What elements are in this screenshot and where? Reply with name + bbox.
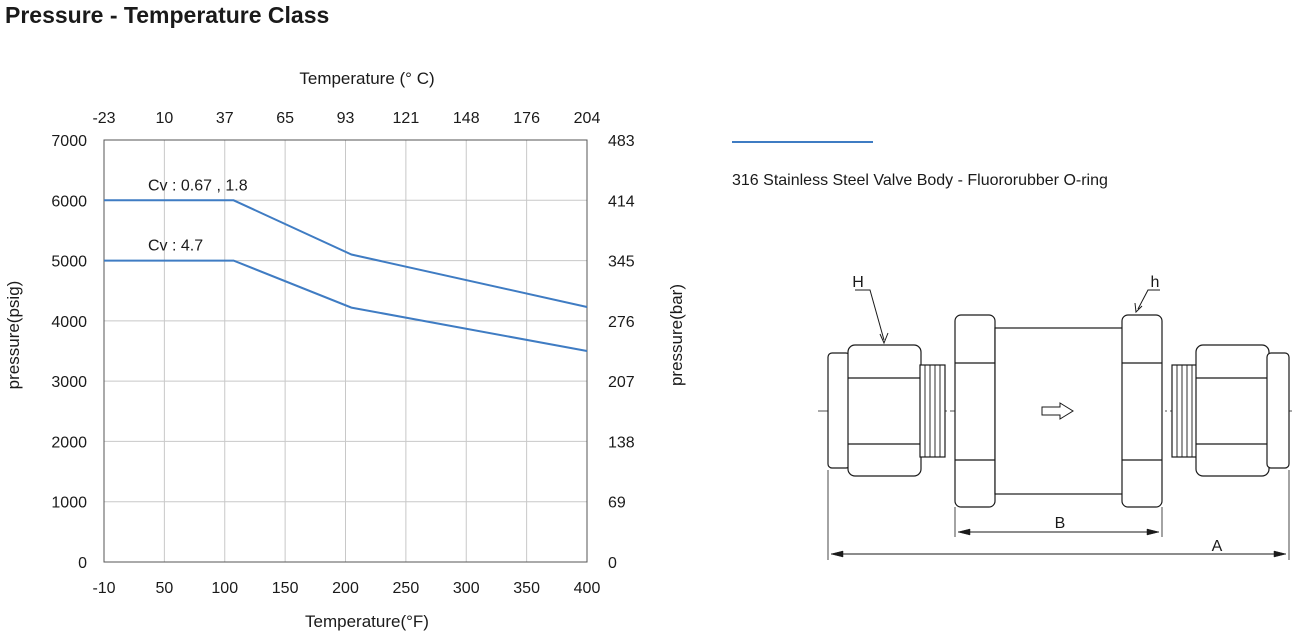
chart-series: Cv : 0.67 , 1.8 Cv : 4.7 [104, 177, 588, 352]
dimension-label-H: H [852, 274, 864, 291]
series-line-2 [104, 259, 588, 352]
x-tick-label: 100 [211, 580, 238, 597]
x-tick-label: 50 [155, 580, 173, 597]
x-axis-title: Temperature(°F) [305, 612, 429, 631]
y-tick-label: 5000 [51, 254, 87, 271]
x2-tick-label: 204 [574, 110, 601, 127]
chart-ticks: -10 50 100 150 200 250 300 350 400 -23 10 37 65 93 121… [51, 110, 634, 597]
y2-tick-label: 0 [608, 555, 617, 572]
series-label-1: Cv : 0.67 , 1.8 [148, 177, 248, 194]
y2-tick-label: 483 [608, 133, 635, 150]
y-tick-label: 6000 [51, 193, 87, 210]
chart-grid [104, 140, 587, 562]
dimension-label-A: A [1212, 538, 1223, 555]
y-tick-label: 1000 [51, 495, 87, 512]
y-tick-label: 3000 [51, 374, 87, 391]
y2-tick-label: 345 [608, 254, 635, 271]
x2-tick-label: 10 [155, 110, 173, 127]
x-tick-label: 350 [513, 580, 540, 597]
x2-axis-title: Temperature (° C) [299, 69, 434, 88]
x-tick-label: 300 [453, 580, 480, 597]
x-tick-label: 400 [574, 580, 601, 597]
y2-tick-label: 276 [608, 314, 635, 331]
y2-tick-label: 414 [608, 193, 635, 210]
y2-tick-label: 207 [608, 374, 635, 391]
y-tick-label: 0 [78, 555, 87, 572]
series-label-2: Cv : 4.7 [148, 238, 203, 255]
y-tick-label: 2000 [51, 434, 87, 451]
x2-tick-label: 37 [216, 110, 234, 127]
dimension-label-B: B [1055, 515, 1066, 532]
x-tick-label: -10 [92, 580, 115, 597]
x-tick-label: 200 [332, 580, 359, 597]
check-valve-drawing [818, 289, 1292, 560]
x2-tick-label: -23 [92, 110, 115, 127]
left-nut [847, 344, 922, 477]
right-nut [1195, 344, 1270, 477]
x2-tick-label: 93 [337, 110, 355, 127]
y-tick-label: 4000 [51, 314, 87, 331]
dimension-label-h: h [1151, 274, 1160, 291]
y-tick-label: 7000 [51, 133, 87, 150]
x-tick-label: 150 [272, 580, 299, 597]
x-tick-label: 250 [393, 580, 420, 597]
pressure-temperature-chart: Cv : 0.67 , 1.8Cv : 4.7 -10 50 100 150 200 25… [4, 69, 686, 631]
x2-tick-label: 148 [453, 110, 480, 127]
y2-axis-title: pressure(bar) [667, 284, 686, 386]
right-body-hex [1121, 314, 1163, 508]
legend-label: 316 Stainless Steel Valve Body - Fluoror… [732, 172, 1108, 189]
y2-tick-label: 69 [608, 495, 626, 512]
y-axis-title: pressure(psig) [4, 281, 23, 390]
page-title: Pressure - Temperature Class [5, 2, 330, 28]
flow-arrow-icon [1041, 402, 1074, 420]
series-line-1 [104, 199, 588, 308]
x2-tick-label: 121 [393, 110, 420, 127]
x2-tick-label: 65 [276, 110, 294, 127]
y2-tick-label: 138 [608, 434, 635, 451]
left-body-hex [954, 314, 996, 508]
x2-tick-label: 176 [513, 110, 540, 127]
